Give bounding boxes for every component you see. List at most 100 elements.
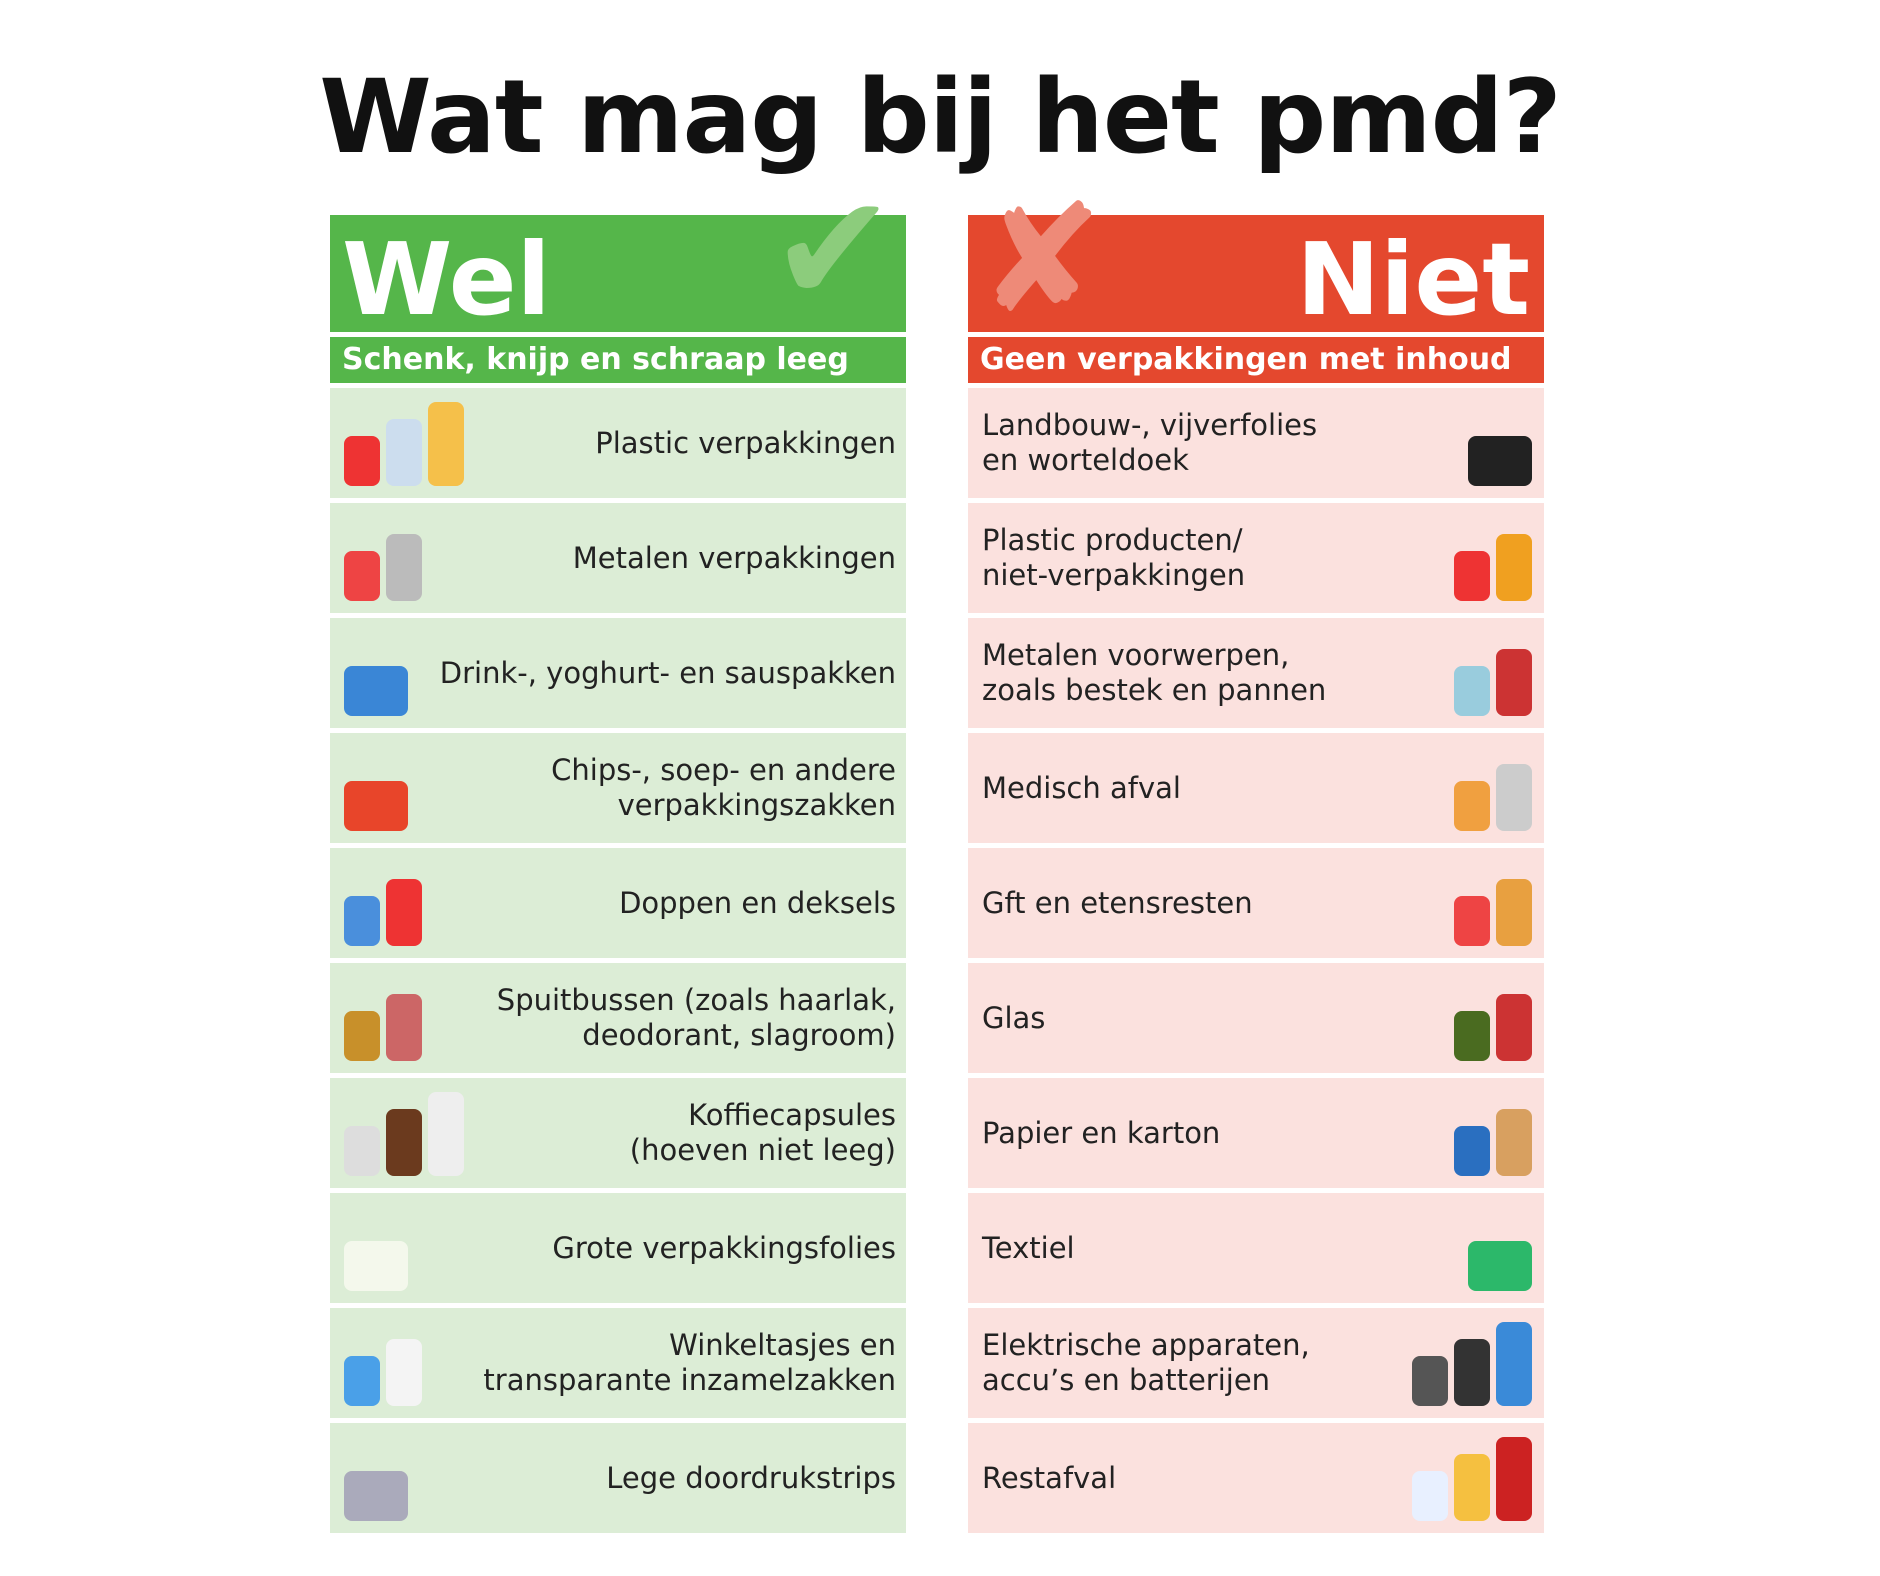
plastic-bags-part: [386, 1339, 422, 1406]
food-waste-part: [1496, 879, 1532, 946]
cutlery-pan-part: [1454, 666, 1490, 716]
wel-list-item: Plastic verpakkingen: [330, 388, 906, 498]
niet-list-item: Textiel: [968, 1193, 1544, 1303]
glass-bottle-jar-part: [1496, 994, 1532, 1061]
wel-item-label: Drink-, yoghurt- en sauspakken: [439, 655, 896, 690]
cardboard-box-icon: [1392, 1090, 1532, 1176]
niet-list-item: Gft en etensresten: [968, 848, 1544, 958]
cardboard-box-part: [1454, 1126, 1490, 1176]
spray-can-part: [344, 1011, 380, 1061]
cutlery-pan-part: [1496, 649, 1532, 716]
diaper-sponge-part: [1412, 1471, 1448, 1521]
chips-bag-icon: [344, 745, 484, 831]
tin-can-icon: [344, 515, 484, 601]
bottle-caps-part: [344, 896, 380, 946]
wel-item-label: Spuitbussen (zoals haarlak, deodorant, s…: [496, 983, 896, 1052]
batteries-hairdryer-part: [1454, 1339, 1490, 1406]
batteries-hairdryer-icon: [1392, 1320, 1532, 1406]
niet-item-label: Glas: [982, 1000, 1046, 1035]
glass-bottle-jar-part: [1454, 1011, 1490, 1061]
page-title: Wat mag bij het pmd?: [319, 58, 1562, 177]
toy-and-container-icon: [1392, 515, 1532, 601]
wel-item-label: Winkeltasjes en transparante inzamelzakk…: [483, 1328, 896, 1397]
diaper-sponge-part: [1454, 1454, 1490, 1521]
niet-subheading: Geen verpakkingen met inhoud: [968, 337, 1544, 383]
food-waste-icon: [1392, 860, 1532, 946]
wel-list-item: Lege doordrukstrips: [330, 1423, 906, 1533]
niet-item-label: Metalen voorwerpen, zoals bestek en pann…: [982, 638, 1327, 707]
wel-item-label: Doppen en deksels: [619, 885, 896, 920]
coffee-capsules-part: [386, 1109, 422, 1176]
tin-can-part: [386, 534, 422, 601]
plastic-foil-part: [344, 1241, 408, 1291]
medical-waste-part: [1454, 781, 1490, 831]
spray-can-part: [386, 994, 422, 1061]
niet-column: ✘ Niet Geen verpakkingen met inhoud Land…: [968, 185, 1544, 1533]
wel-list-item: Metalen verpakkingen: [330, 503, 906, 613]
niet-item-label: Gft en etensresten: [982, 885, 1253, 920]
glass-bottle-jar-icon: [1392, 975, 1532, 1061]
plastic-bottles-part: [428, 402, 464, 486]
checkmark-icon: ✔: [770, 163, 896, 337]
tin-can-part: [344, 551, 380, 601]
niet-item-label: Landbouw-, vijverfolies en worteldoek: [982, 408, 1318, 477]
wel-heading: Wel: [342, 221, 551, 338]
plastic-bags-part: [344, 1356, 380, 1406]
niet-list-item: Glas: [968, 963, 1544, 1073]
niet-item-label: Papier en karton: [982, 1115, 1221, 1150]
black-foil-part: [1468, 436, 1532, 486]
wel-list-item: Chips-, soep- en andere verpakkingszakke…: [330, 733, 906, 843]
diaper-sponge-part: [1496, 1437, 1532, 1521]
medical-waste-part: [1496, 764, 1532, 831]
bottle-caps-part: [386, 879, 422, 946]
plastic-foil-icon: [344, 1205, 484, 1291]
batteries-hairdryer-part: [1496, 1322, 1532, 1406]
sweater-part: [1468, 1241, 1532, 1291]
spray-can-icon: [344, 975, 484, 1061]
niet-list-item: Landbouw-, vijverfolies en worteldoek: [968, 388, 1544, 498]
toy-and-container-part: [1454, 551, 1490, 601]
niet-list-item: Restafval: [968, 1423, 1544, 1533]
drink-carton-part: [344, 666, 408, 716]
wel-item-label: Lege doordrukstrips: [606, 1460, 896, 1495]
wel-header: Wel ✔: [330, 175, 906, 338]
wel-column: Wel ✔ Schenk, knijp en schraap leeg Plas…: [330, 175, 906, 1533]
food-waste-part: [1454, 896, 1490, 946]
wel-item-label: Grote verpakkingsfolies: [552, 1230, 896, 1265]
wel-item-label: Plastic verpakkingen: [595, 425, 896, 460]
black-foil-icon: [1392, 400, 1532, 486]
cardboard-box-part: [1496, 1109, 1532, 1176]
niet-item-label: Medisch afval: [982, 770, 1181, 805]
plastic-bottles-part: [386, 419, 422, 486]
bottle-caps-icon: [344, 860, 484, 946]
wel-item-label: Metalen verpakkingen: [572, 540, 896, 575]
wel-list-item: Winkeltasjes en transparante inzamelzakk…: [330, 1308, 906, 1418]
cross-icon: ✘: [978, 173, 1104, 347]
wel-subheading: Schenk, knijp en schraap leeg: [330, 337, 906, 383]
wel-item-label: Chips-, soep- en andere verpakkingszakke…: [551, 753, 896, 822]
niet-header: ✘ Niet: [968, 185, 1544, 338]
coffee-capsules-icon: [344, 1090, 484, 1176]
wel-list-item: Spuitbussen (zoals haarlak, deodorant, s…: [330, 963, 906, 1073]
niet-list-item: Elektrische apparaten, accu’s en batteri…: [968, 1308, 1544, 1418]
cutlery-pan-icon: [1392, 630, 1532, 716]
plastic-bottles-icon: [344, 400, 484, 486]
niet-list-item: Plastic producten/ niet-verpakkingen: [968, 503, 1544, 613]
blister-pack-icon: [344, 1435, 484, 1521]
niet-heading: Niet: [1296, 221, 1530, 338]
niet-item-label: Restafval: [982, 1460, 1117, 1495]
sweater-icon: [1392, 1205, 1532, 1291]
wel-list-item: Drink-, yoghurt- en sauspakken: [330, 618, 906, 728]
medical-waste-icon: [1392, 745, 1532, 831]
niet-list-item: Metalen voorwerpen, zoals bestek en pann…: [968, 618, 1544, 728]
wel-list-item: Grote verpakkingsfolies: [330, 1193, 906, 1303]
plastic-bottles-part: [344, 436, 380, 486]
coffee-capsules-part: [428, 1092, 464, 1176]
wel-item-label: Koffiecapsules (hoeven niet leeg): [629, 1098, 896, 1167]
niet-item-label: Plastic producten/ niet-verpakkingen: [982, 523, 1246, 592]
niet-list-item: Medisch afval: [968, 733, 1544, 843]
wel-list-item: Koffiecapsules (hoeven niet leeg): [330, 1078, 906, 1188]
chips-bag-part: [344, 781, 408, 831]
batteries-hairdryer-part: [1412, 1356, 1448, 1406]
niet-item-label: Textiel: [982, 1230, 1075, 1265]
